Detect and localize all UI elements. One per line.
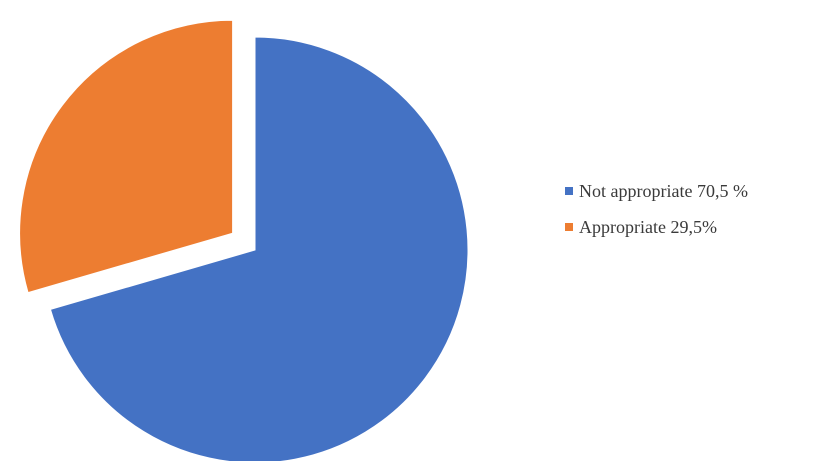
legend-item-not-appropriate: Not appropriate 70,5 % <box>565 180 748 202</box>
pie-slice-not-not-appropriate <box>49 36 469 461</box>
legend-swatch-not-appropriate <box>565 187 573 195</box>
legend-label-not-appropriate: Not appropriate 70,5 % <box>579 180 748 201</box>
legend-item-appropriate: Appropriate 29,5% <box>565 216 748 238</box>
legend-swatch-appropriate <box>565 223 573 231</box>
legend-label-appropriate: Appropriate 29,5% <box>579 216 717 237</box>
pie-slice-appropriate-appropriate <box>19 19 234 294</box>
chart-legend: Not appropriate 70,5 % Appropriate 29,5% <box>565 180 748 252</box>
